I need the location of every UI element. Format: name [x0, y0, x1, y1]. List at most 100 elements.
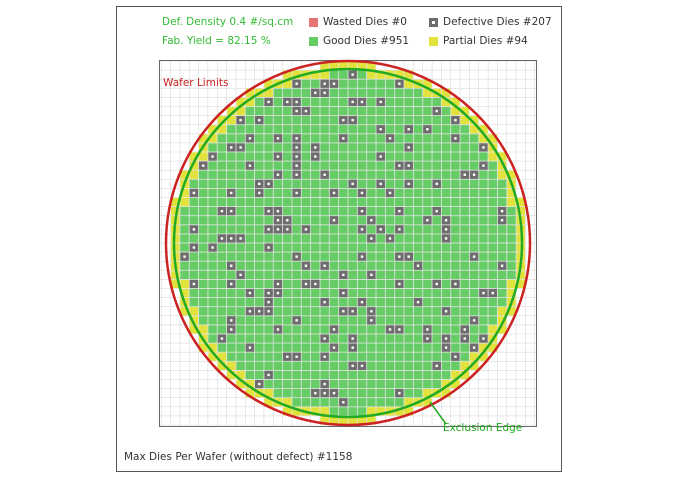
good-die	[376, 143, 385, 152]
good-die	[208, 170, 217, 179]
good-die	[348, 407, 357, 416]
good-die	[329, 379, 339, 389]
good-die	[273, 270, 283, 279]
defect-dot	[472, 173, 476, 176]
good-die	[423, 379, 432, 389]
good-die	[217, 288, 227, 298]
defect-dot	[286, 228, 289, 231]
good-die	[198, 261, 208, 270]
partial-die	[507, 288, 516, 298]
defect-dot	[230, 328, 233, 331]
good-die	[320, 197, 329, 207]
good-die	[189, 270, 199, 279]
good-die	[292, 270, 301, 279]
good-die	[255, 279, 264, 289]
defect-dot	[332, 82, 336, 85]
good-die	[226, 243, 236, 252]
good-die	[395, 261, 404, 270]
good-die	[404, 307, 413, 316]
good-die	[488, 170, 498, 179]
good-die	[376, 261, 385, 270]
good-die	[348, 79, 357, 88]
good-die	[376, 325, 385, 334]
good-die	[460, 179, 470, 188]
defect-dot	[211, 246, 214, 249]
defect-dot	[379, 155, 382, 158]
good-die	[189, 252, 199, 261]
good-die	[283, 188, 292, 198]
good-die	[357, 352, 367, 361]
good-die	[329, 88, 339, 97]
good-die	[385, 279, 395, 289]
defect-dot	[379, 100, 382, 104]
good-die	[423, 134, 432, 143]
defect-dot	[276, 228, 280, 231]
defect-dot	[267, 228, 270, 231]
good-die	[488, 225, 498, 234]
good-die	[441, 370, 451, 380]
good-die	[180, 270, 189, 279]
good-die	[423, 307, 432, 316]
defect-dot	[407, 128, 410, 131]
good-die	[404, 234, 413, 243]
good-die	[413, 179, 423, 188]
good-die	[245, 298, 255, 307]
good-die	[376, 307, 385, 316]
good-die	[292, 225, 301, 234]
defect-dot	[295, 191, 298, 195]
defect-dot	[258, 182, 261, 186]
good-die	[423, 343, 432, 352]
partial-die	[226, 361, 236, 370]
good-die	[367, 243, 376, 252]
good-die	[385, 261, 395, 270]
good-die	[376, 370, 385, 380]
good-die	[413, 88, 423, 97]
good-die	[404, 316, 413, 325]
defect-dot	[351, 310, 354, 313]
good-die	[283, 389, 292, 398]
good-die	[208, 188, 217, 198]
good-die	[376, 116, 385, 125]
partial-die	[441, 379, 451, 389]
good-die	[385, 88, 395, 97]
good-die	[413, 161, 423, 170]
good-die	[385, 97, 395, 107]
good-die	[301, 79, 311, 88]
partial-die	[497, 161, 507, 170]
good-die	[385, 398, 395, 407]
good-die	[423, 161, 432, 170]
partial-die	[423, 88, 432, 97]
good-die	[385, 343, 395, 352]
good-die	[432, 352, 441, 361]
good-die	[255, 170, 264, 179]
good-die	[283, 379, 292, 389]
good-die	[479, 179, 488, 188]
good-die	[404, 116, 413, 125]
good-die	[283, 370, 292, 380]
good-die	[507, 252, 516, 261]
defect-dot	[267, 300, 270, 304]
defect-dot	[192, 191, 196, 195]
good-die	[348, 243, 357, 252]
defect-dot	[183, 255, 186, 258]
good-die	[301, 152, 311, 161]
good-die	[469, 188, 479, 198]
good-die	[283, 343, 292, 352]
good-die	[413, 125, 423, 134]
good-die	[264, 188, 273, 198]
good-die	[320, 316, 329, 325]
partial-die	[423, 398, 432, 407]
good-die	[432, 197, 441, 207]
good-die	[292, 389, 301, 398]
partial-die	[217, 116, 227, 125]
good-die	[423, 361, 432, 370]
defect-dot	[342, 401, 345, 404]
max-dies-text: Max Dies Per Wafer (without defect) #115…	[124, 451, 353, 463]
good-die	[451, 152, 460, 161]
partial-die	[180, 288, 189, 298]
defect-dot	[276, 291, 280, 295]
defect-dot	[276, 209, 280, 213]
good-die	[311, 125, 320, 134]
good-die	[189, 261, 199, 270]
good-die	[348, 216, 357, 225]
